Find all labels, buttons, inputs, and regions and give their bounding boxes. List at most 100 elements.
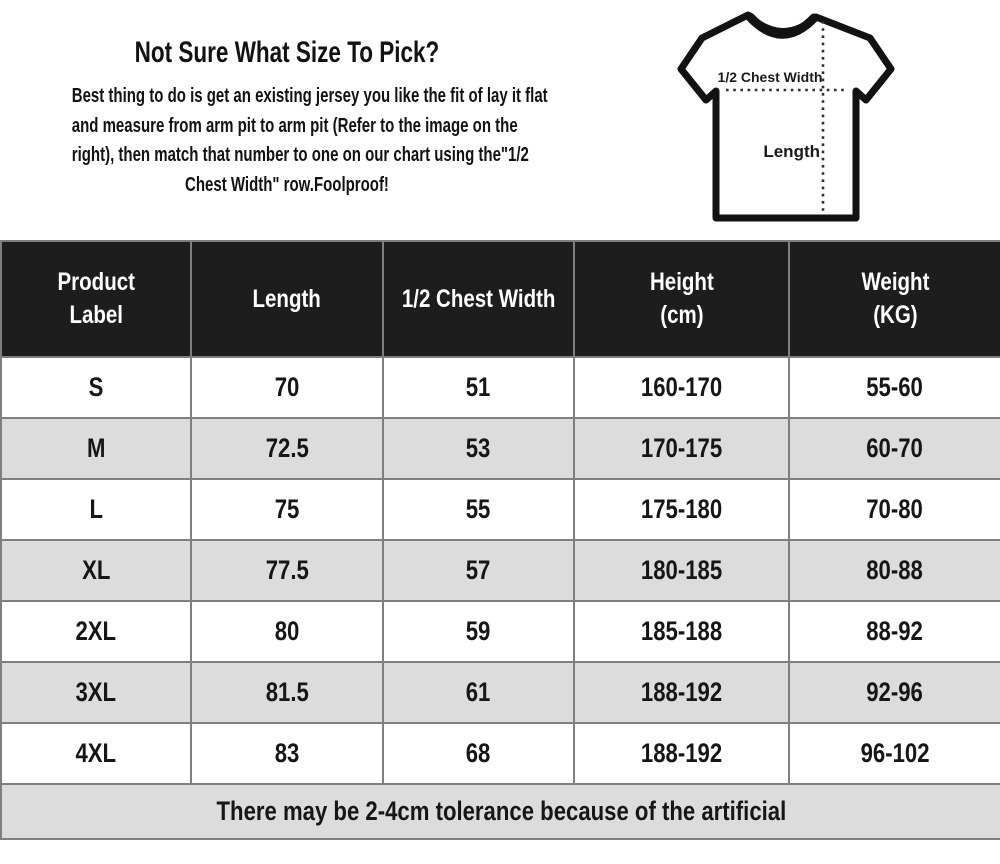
intro-body: Best thing to do is get an existing jers… xyxy=(71,85,548,196)
intro-section: Not Sure What Size To Pick? Best thing t… xyxy=(0,36,574,200)
cell-weight: 88-92 xyxy=(788,600,1000,663)
table-row-m: M 72.5 53 170-175 60-70 xyxy=(0,417,1000,480)
chest-value-text: 51 xyxy=(466,372,491,402)
cell-height: 180-185 xyxy=(573,539,790,602)
header-cell-weight: Weight (KG) xyxy=(788,240,1000,358)
cell-height: 185-188 xyxy=(573,600,790,663)
size-label-text: 2XL xyxy=(75,616,117,646)
header-cell-height: Height (cm) xyxy=(573,240,790,358)
height-value-text: 180-185 xyxy=(640,555,723,585)
chest-value-text: 55 xyxy=(466,494,491,524)
table-row-3xl: 3XL 81.5 61 188-192 92-96 xyxy=(0,661,1000,724)
length-value-text: 72.5 xyxy=(265,433,309,463)
height-value-text: 185-188 xyxy=(640,616,723,646)
tshirt-collar-shape xyxy=(745,12,819,39)
tshirt-outline-shape xyxy=(677,11,895,222)
size-label-text: 4XL xyxy=(75,738,117,768)
chest-value-text: 59 xyxy=(466,616,491,646)
weight-value-text: 55-60 xyxy=(866,372,924,402)
length-label: Length xyxy=(763,142,820,161)
table-header-row: Product Label Length 1/2 Chest Width Hei… xyxy=(0,240,1000,358)
table-row-s: S 70 51 160-170 55-60 xyxy=(0,356,1000,419)
cell-chest-width: 53 xyxy=(382,417,575,480)
height-value-text: 170-175 xyxy=(640,433,723,463)
cell-chest-width: 55 xyxy=(382,478,575,541)
length-value-text: 81.5 xyxy=(265,677,309,707)
length-value-text: 83 xyxy=(274,738,300,768)
cell-chest-width: 61 xyxy=(382,661,575,724)
cell-weight: 60-70 xyxy=(788,417,1000,480)
cell-weight: 70-80 xyxy=(788,478,1000,541)
cell-product-label: 2XL xyxy=(0,600,192,663)
cell-length: 75 xyxy=(190,478,384,541)
header-weight-text: Weight (KG) xyxy=(861,268,929,329)
cell-product-label: M xyxy=(0,417,192,480)
chest-value-text: 53 xyxy=(466,433,491,463)
cell-weight: 92-96 xyxy=(788,661,1000,724)
size-label-text: S xyxy=(88,372,104,402)
cell-product-label: 4XL xyxy=(0,722,192,785)
size-label-text: XL xyxy=(81,555,111,585)
cell-length: 77.5 xyxy=(190,539,384,602)
table-row-4xl: 4XL 83 68 188-192 96-102 xyxy=(0,722,1000,785)
weight-value-text: 70-80 xyxy=(866,494,924,524)
length-value-text: 70 xyxy=(274,372,300,402)
weight-value-text: 80-88 xyxy=(866,555,924,585)
cell-product-label: L xyxy=(0,478,192,541)
header-chest-width-text: 1/2 Chest Width xyxy=(401,284,556,313)
height-value-text: 188-192 xyxy=(640,738,723,768)
length-value-text: 75 xyxy=(274,494,300,524)
cell-height: 175-180 xyxy=(573,478,790,541)
cell-chest-width: 68 xyxy=(382,722,575,785)
cell-height: 188-192 xyxy=(573,722,790,785)
cell-length: 80 xyxy=(190,600,384,663)
cell-height: 188-192 xyxy=(573,661,790,724)
header-product-label-text: Product Label xyxy=(57,268,135,329)
cell-weight: 80-88 xyxy=(788,539,1000,602)
cell-weight: 55-60 xyxy=(788,356,1000,419)
length-value-text: 77.5 xyxy=(265,555,309,585)
cell-weight: 96-102 xyxy=(788,722,1000,785)
height-value-text: 175-180 xyxy=(640,494,723,524)
header-length-text: Length xyxy=(252,284,322,313)
table-footnote-text: There may be 2-4cm tolerance because of … xyxy=(216,796,786,826)
weight-value-text: 92-96 xyxy=(866,677,924,707)
cell-chest-width: 59 xyxy=(382,600,575,663)
chest-value-text: 57 xyxy=(466,555,491,585)
weight-value-text: 88-92 xyxy=(866,616,924,646)
header-cell-product-label: Product Label xyxy=(0,240,192,358)
table-row-l: L 75 55 175-180 70-80 xyxy=(0,478,1000,541)
header-cell-length: Length xyxy=(190,240,384,358)
cell-length: 81.5 xyxy=(190,661,384,724)
chest-value-text: 68 xyxy=(466,738,491,768)
height-value-text: 160-170 xyxy=(640,372,723,402)
cell-height: 160-170 xyxy=(573,356,790,419)
table-footer-row: There may be 2-4cm tolerance because of … xyxy=(0,783,1000,840)
tshirt-measurement-diagram: 1/2 Chest Width Length xyxy=(677,11,895,222)
chest-value-text: 61 xyxy=(466,677,491,707)
cell-length: 70 xyxy=(190,356,384,419)
intro-title: Not Sure What Size To Pick? xyxy=(134,36,440,69)
header-cell-chest-width: 1/2 Chest Width xyxy=(382,240,575,358)
size-label-text: M xyxy=(86,433,106,463)
cell-length: 83 xyxy=(190,722,384,785)
table-row-2xl: 2XL 80 59 185-188 88-92 xyxy=(0,600,1000,663)
cell-chest-width: 57 xyxy=(382,539,575,602)
size-label-text: L xyxy=(89,494,103,524)
size-chart-table: Product Label Length 1/2 Chest Width Hei… xyxy=(0,240,1000,840)
header-height-text: Height (cm) xyxy=(649,268,714,329)
weight-value-text: 96-102 xyxy=(860,738,930,768)
cell-length: 72.5 xyxy=(190,417,384,480)
table-row-xl: XL 77.5 57 180-185 80-88 xyxy=(0,539,1000,602)
cell-product-label: XL xyxy=(0,539,192,602)
cell-product-label: 3XL xyxy=(0,661,192,724)
cell-product-label: S xyxy=(0,356,192,419)
size-label-text: 3XL xyxy=(75,677,117,707)
chest-width-label: 1/2 Chest Width xyxy=(718,69,823,85)
cell-chest-width: 51 xyxy=(382,356,575,419)
cell-height: 170-175 xyxy=(573,417,790,480)
length-value-text: 80 xyxy=(274,616,300,646)
height-value-text: 188-192 xyxy=(640,677,723,707)
weight-value-text: 60-70 xyxy=(866,433,924,463)
